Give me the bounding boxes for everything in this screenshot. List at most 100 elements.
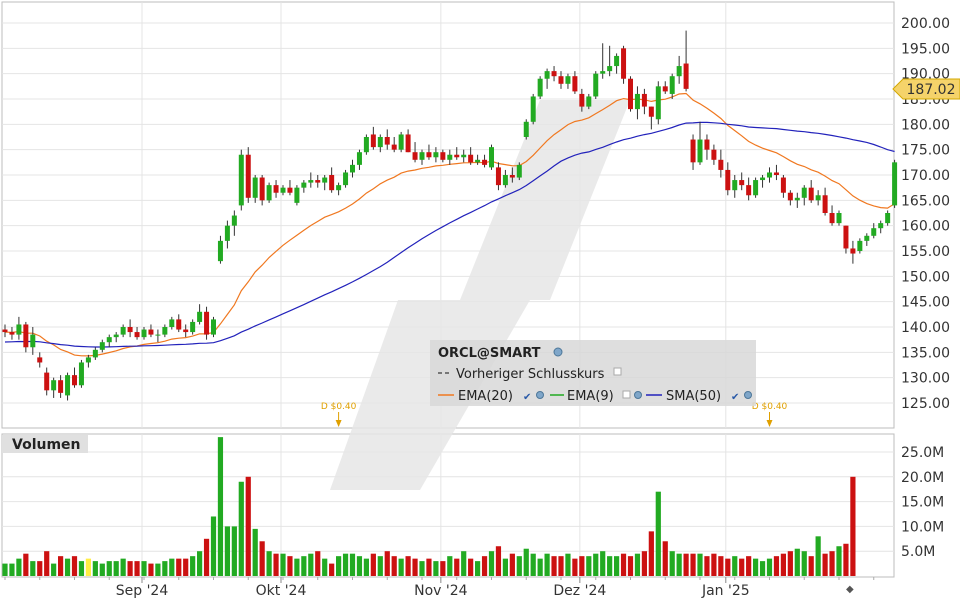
- volume-bar: [315, 551, 321, 576]
- volume-bar: [773, 556, 780, 576]
- volume-tick-label: 25.0M: [901, 445, 944, 461]
- volume-bar: [217, 437, 224, 576]
- volume-bar: [412, 558, 418, 576]
- dividend-arrow-icon: [335, 420, 342, 427]
- candle-body: [746, 185, 752, 196]
- candle-body: [440, 152, 446, 160]
- candle-body: [530, 96, 536, 122]
- candle-body: [287, 187, 293, 193]
- candle-body: [475, 159, 481, 163]
- volume-panel: [1, 433, 895, 578]
- candle-body: [356, 152, 362, 165]
- volume-bar: [551, 556, 557, 576]
- candle-body: [148, 329, 154, 335]
- candle-body: [641, 93, 647, 107]
- volume-bar: [64, 558, 71, 576]
- prev-close-checkbox-icon[interactable]: [613, 367, 622, 376]
- sma50-path: [4, 121, 895, 348]
- candle-body: [843, 225, 849, 249]
- candle-body: [579, 93, 585, 107]
- volume-bar: [280, 553, 286, 576]
- candle-body: [676, 66, 682, 77]
- legend-ema9: EMA(9): [567, 389, 614, 404]
- time-tick-label: Dez '24: [553, 583, 606, 599]
- volume-bar: [252, 528, 258, 576]
- volume-bar: [829, 551, 835, 576]
- price-tick-label: 155.00: [901, 244, 950, 260]
- ema9-checkbox-icon[interactable]: [622, 390, 631, 399]
- candle-body: [489, 147, 494, 168]
- volume-bar: [468, 558, 474, 576]
- candle-body: [238, 154, 244, 206]
- price-tick-label: 180.00: [901, 117, 950, 133]
- candle-body: [23, 324, 29, 348]
- volume-bar: [850, 476, 856, 576]
- sma50-check-icon[interactable]: ✔: [731, 392, 739, 403]
- volume-bar: [808, 556, 814, 576]
- volume-bar: [127, 561, 133, 576]
- candle-body: [565, 76, 571, 84]
- candle-body: [78, 362, 84, 386]
- candle-body: [273, 185, 279, 193]
- volume-bar: [725, 558, 731, 576]
- volume-bar: [2, 563, 8, 576]
- volume-bar: [495, 546, 502, 576]
- volume-bar: [579, 556, 585, 576]
- candle-body: [58, 380, 64, 393]
- volume-bar: [794, 548, 800, 576]
- volume-bar: [106, 561, 112, 576]
- symbol-settings-icon[interactable]: [553, 347, 563, 357]
- volume-title: Volumen: [12, 437, 81, 453]
- price-tick-label: 145.00: [901, 295, 950, 311]
- candle-body: [593, 73, 599, 97]
- candle-body: [704, 139, 710, 150]
- candle-body: [224, 225, 230, 241]
- scroll-right-icon[interactable]: ◆: [846, 584, 854, 595]
- volume-bar: [822, 553, 828, 576]
- legend-prev-close: Vorheriger Schlusskurs: [456, 367, 605, 382]
- volume-bar: [440, 561, 446, 576]
- candle-body: [537, 78, 543, 97]
- candle-body: [245, 154, 251, 198]
- volume-bar: [787, 551, 793, 576]
- volume-bar: [405, 556, 411, 576]
- dividend-arrow-icon: [766, 420, 773, 427]
- ema9-settings-icon[interactable]: [634, 391, 642, 399]
- candle-body: [384, 137, 390, 145]
- volume-bar: [544, 553, 550, 576]
- candle-body: [37, 357, 43, 363]
- time-tick-label: Jan '25: [701, 583, 750, 599]
- candle-body: [808, 187, 814, 201]
- volume-bar: [23, 553, 29, 576]
- volume-bar: [634, 553, 641, 576]
- volume-bar: [85, 558, 91, 576]
- volume-tick-label: 15.0M: [901, 495, 944, 511]
- volume-bar: [815, 536, 821, 576]
- candle-body: [600, 71, 606, 74]
- volume-bar: [593, 553, 599, 576]
- ema20-settings-icon[interactable]: [536, 391, 544, 399]
- volume-bar: [37, 561, 43, 576]
- volume-bar: [676, 553, 682, 576]
- volume-bar: [746, 556, 752, 576]
- candle-body: [495, 167, 501, 186]
- volume-bar: [294, 558, 300, 576]
- volume-bar: [259, 541, 265, 576]
- sma50-settings-icon[interactable]: [744, 391, 752, 399]
- candle-body: [648, 106, 654, 117]
- candle-body: [634, 93, 640, 110]
- candle-body: [259, 177, 265, 201]
- candle-body: [836, 213, 842, 224]
- candle-body: [51, 380, 57, 391]
- volume-bar: [287, 556, 293, 576]
- volume-bar: [51, 563, 57, 576]
- candle-body: [217, 240, 223, 262]
- volume-bar: [273, 553, 279, 576]
- price-tick-label: 175.00: [901, 143, 950, 159]
- candle-body: [787, 192, 793, 201]
- volume-bar: [148, 563, 154, 576]
- ema20-check-icon[interactable]: ✔: [523, 392, 531, 403]
- candle-body: [72, 375, 77, 386]
- candle-body: [614, 55, 620, 67]
- volume-bar: [44, 551, 50, 576]
